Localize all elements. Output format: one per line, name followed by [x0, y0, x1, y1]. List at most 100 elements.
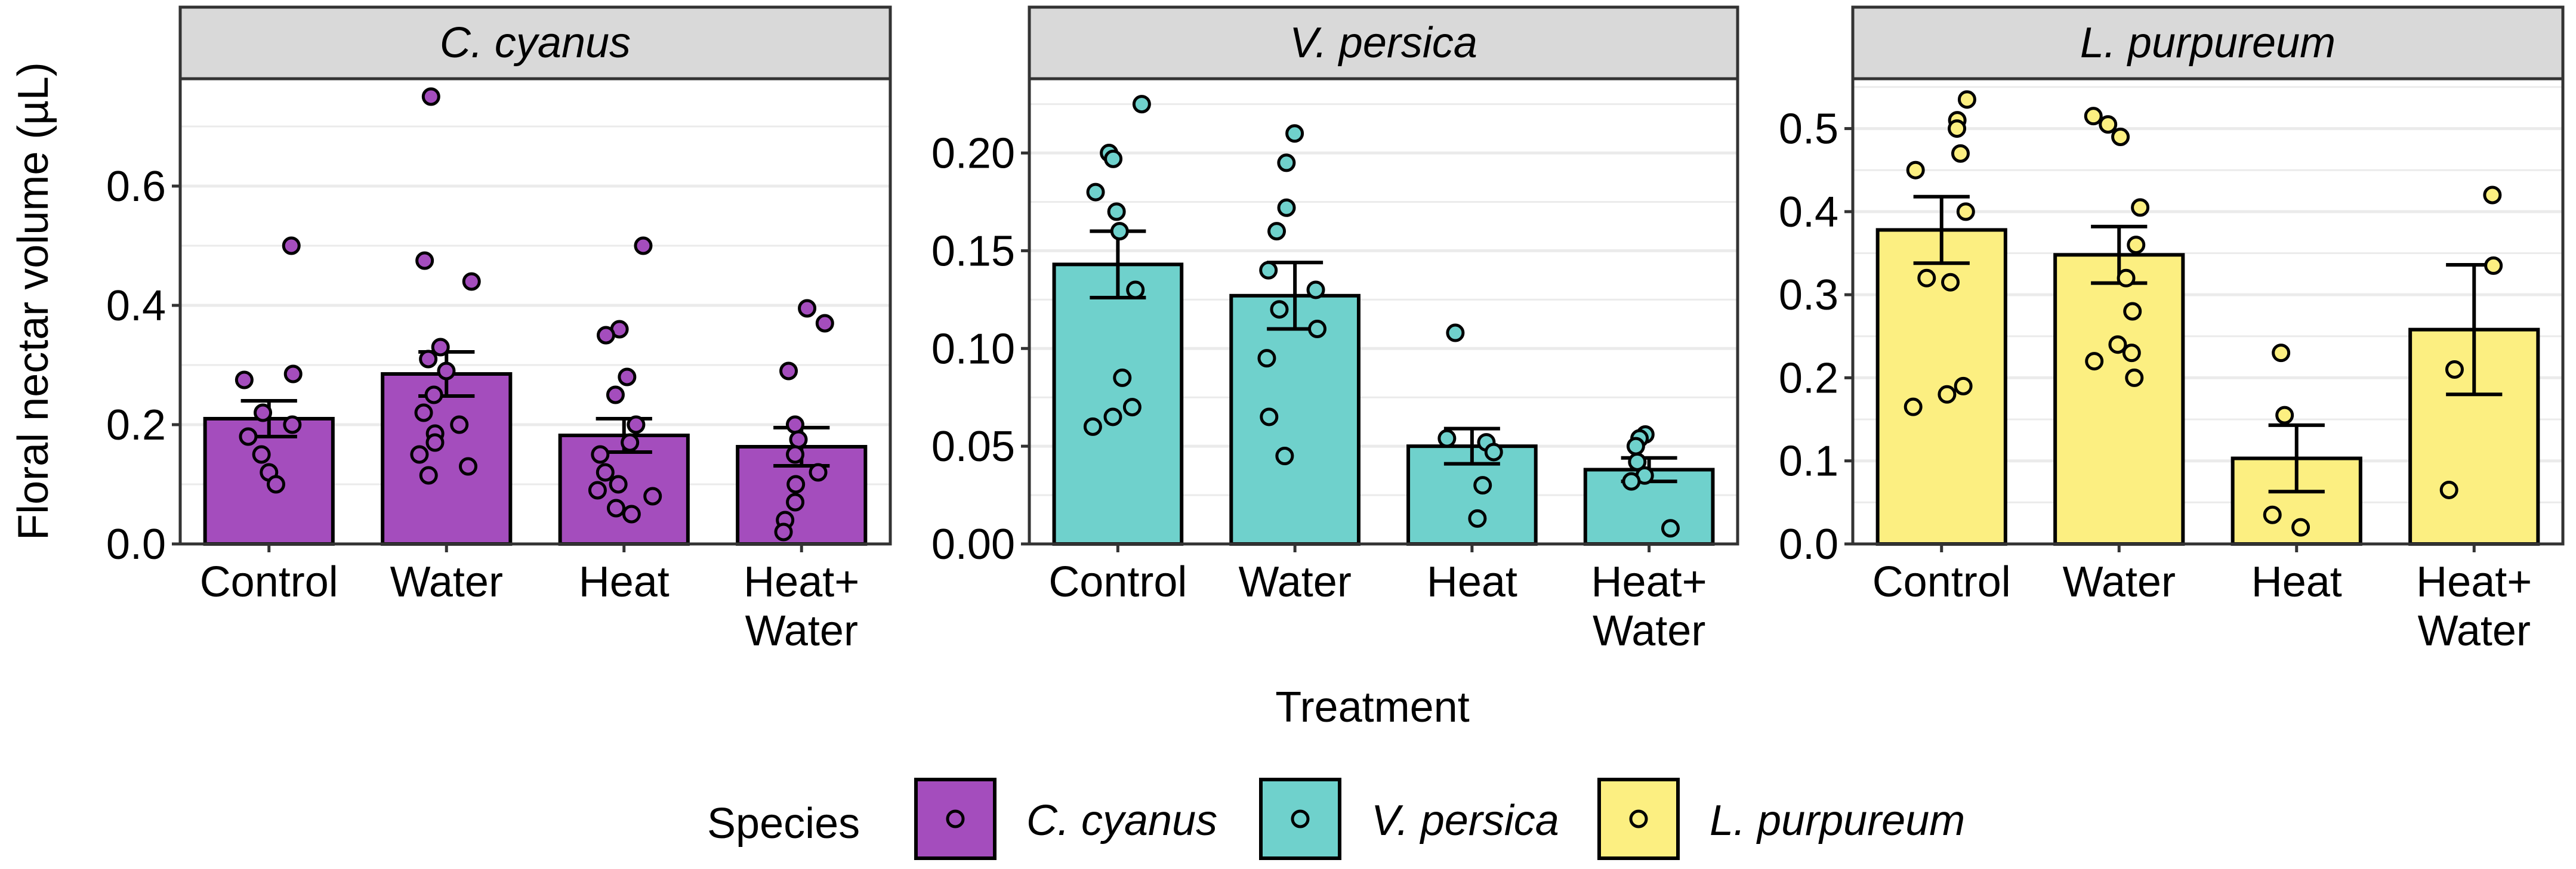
data-point: [596, 463, 615, 482]
data-point: [1468, 509, 1487, 528]
data-point: [2123, 302, 2142, 321]
data-point: [786, 493, 805, 512]
bar-0: [1875, 228, 2007, 546]
data-point: [1086, 183, 1105, 202]
data-point: [1917, 268, 1936, 287]
data-point: [1126, 280, 1145, 299]
data-point: [283, 415, 302, 434]
y-tick-label: 0.10: [931, 325, 1015, 373]
facet-title: C. cyanus: [440, 19, 631, 67]
data-point: [643, 487, 662, 506]
data-point: [621, 433, 640, 452]
legend-item-1: V. persica: [1259, 778, 1559, 860]
x-tick-label: Heat: [2251, 558, 2342, 606]
y-tick-label: 0.1: [1779, 438, 1838, 485]
data-point: [618, 367, 637, 386]
data-point: [606, 385, 625, 404]
x-tick-label: Water: [2063, 558, 2176, 606]
data-point: [1132, 95, 1151, 114]
data-point: [1110, 222, 1129, 241]
facet-strip: [1851, 5, 2565, 81]
y-tick-label: 0.0: [1779, 521, 1838, 568]
data-point: [2275, 406, 2294, 425]
y-tick-label: 0.4: [106, 282, 166, 330]
data-point: [609, 475, 628, 494]
y-tick-label: 0.00: [931, 521, 1015, 568]
data-point: [809, 463, 828, 482]
x-tick-label: Heat+ Water: [1591, 558, 1707, 655]
legend-label: C. cyanus: [1026, 797, 1217, 845]
data-point: [1259, 261, 1278, 280]
data-point: [798, 299, 817, 318]
x-tick-label: Heat+ Water: [2416, 558, 2532, 655]
bar-1: [1229, 293, 1361, 546]
data-point: [254, 403, 273, 422]
data-point: [2085, 352, 2104, 371]
data-point: [1257, 349, 1276, 368]
data-point: [266, 475, 285, 494]
y-tick-label: 0.20: [931, 130, 1015, 178]
legend-label: L. purpureum: [1710, 797, 1965, 845]
y-tick-label: 0.3: [1779, 271, 1838, 319]
error-bar-2: [2268, 423, 2325, 494]
data-point: [2122, 344, 2141, 363]
data-point: [2099, 115, 2118, 134]
data-point: [1437, 429, 1457, 448]
data-point: [1628, 452, 1647, 471]
data-point: [2272, 344, 2291, 363]
facet-strip: [178, 5, 892, 81]
data-point: [1626, 437, 1645, 456]
legend-label: V. persica: [1371, 797, 1559, 845]
data-point: [1473, 476, 1492, 495]
data-point: [2484, 256, 2503, 275]
data-point: [450, 415, 469, 434]
data-point: [785, 415, 804, 434]
data-point: [419, 466, 438, 485]
data-point: [1622, 472, 1641, 491]
x-axis-title: Treatment: [1275, 684, 1469, 731]
data-point: [789, 430, 808, 449]
data-point: [588, 481, 607, 500]
data-point: [2291, 518, 2310, 537]
data-point: [596, 326, 615, 345]
data-point: [431, 338, 450, 357]
panel-2: Control Water Heat Heat+ Water 0.0 0.1 0.2 0.3 0.…: [1779, 5, 2565, 655]
data-point: [1954, 376, 1973, 395]
data-point: [2263, 505, 2282, 524]
data-point: [2483, 185, 2502, 205]
data-point: [424, 385, 443, 404]
data-point: [774, 522, 793, 542]
bar-1: [381, 372, 513, 546]
bar-1: [2053, 253, 2185, 546]
data-point: [786, 445, 805, 464]
legend-item-2: L. purpureum: [1597, 778, 1965, 860]
facet-title: L. purpureum: [2080, 19, 2336, 67]
data-point: [437, 361, 456, 381]
data-point: [1938, 385, 1957, 404]
data-point: [410, 445, 429, 464]
data-point: [282, 236, 301, 255]
y-tick-label: 0.05: [931, 423, 1015, 471]
data-point: [1275, 447, 1294, 466]
x-tick-label: Control: [200, 558, 338, 606]
data-point: [1122, 398, 1142, 417]
data-point: [2131, 198, 2150, 217]
x-tick-label: Water: [390, 558, 503, 606]
data-point: [622, 505, 641, 524]
data-point: [1661, 519, 1680, 538]
data-point: [634, 236, 653, 255]
legend-key-point: [1629, 809, 1648, 828]
data-point: [1104, 149, 1123, 168]
legend-item-0: C. cyanus: [914, 778, 1217, 860]
y-tick-label: 0.5: [1779, 106, 1838, 153]
facet-title: V. persica: [1289, 19, 1477, 67]
data-point: [1107, 202, 1126, 221]
y-tick-label: 0.15: [931, 227, 1015, 275]
data-point: [415, 251, 434, 270]
data-point: [1103, 407, 1122, 426]
error-bar-2: [1443, 426, 1500, 466]
data-point: [1906, 160, 1925, 180]
data-point: [1083, 417, 1102, 436]
data-point: [2084, 107, 2103, 126]
